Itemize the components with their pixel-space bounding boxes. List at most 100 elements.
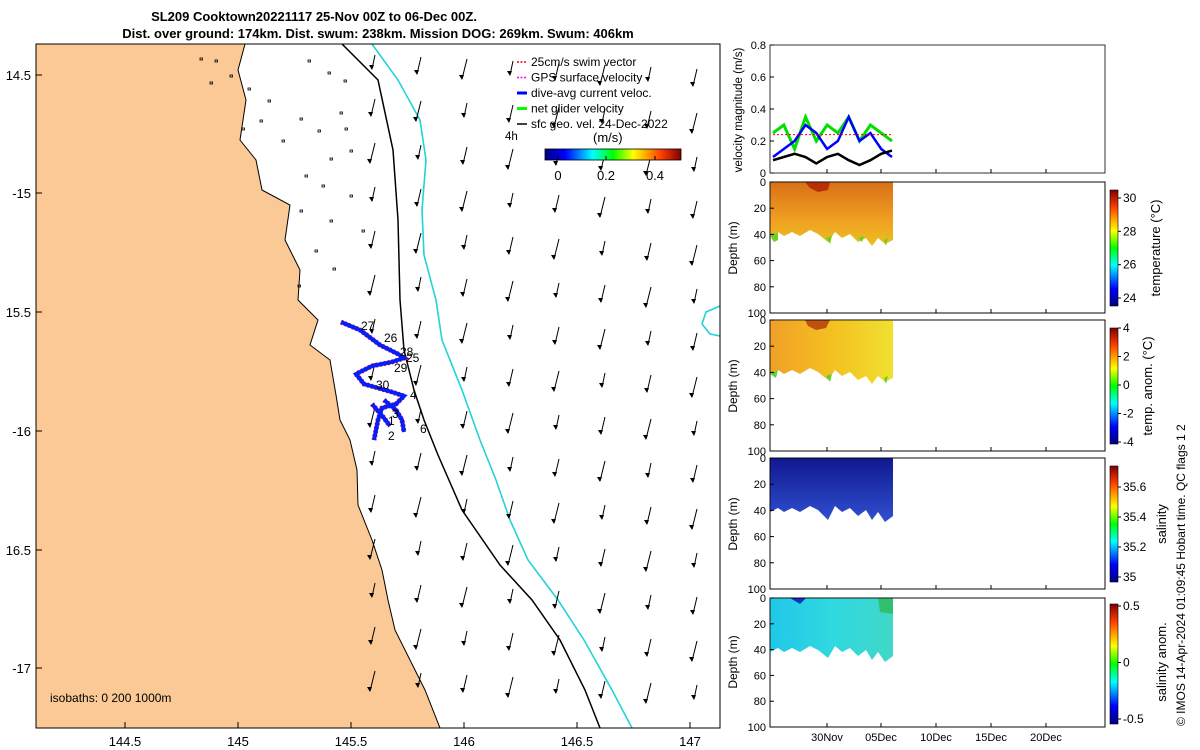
reef-island <box>332 267 336 271</box>
cbar-tick-label: -4 <box>1123 435 1134 449</box>
depth-tick-label: 0 <box>760 315 766 327</box>
cbar-tick-label: 0 <box>1123 378 1130 392</box>
depth-tick-label: 60 <box>754 532 766 544</box>
velocity-arrow-head <box>459 207 464 212</box>
time-xticks: 30Nov 05Dec 10Dec 15Dec 20Dec <box>811 169 1062 744</box>
credit-text: © IMOS 14-Apr-2024 01:09:45 Hobart time.… <box>1174 424 1188 726</box>
cbar-tick-label: 0.5 <box>1123 599 1140 613</box>
velocity-arrow-head <box>368 640 373 645</box>
velocity-arrow-head <box>691 167 696 172</box>
velocity-arrow-head <box>461 641 466 646</box>
velocity-arrow-head <box>553 557 558 562</box>
velocity-ytick-label: 0 <box>760 168 766 180</box>
depth-tick-label: 80 <box>754 696 766 708</box>
velocity-arrow-head <box>553 161 558 166</box>
velocity-arrow-head <box>689 129 694 134</box>
reef-island <box>317 129 321 133</box>
depth-tick-label: 20 <box>754 203 766 215</box>
depth-tick-label: 80 <box>754 558 766 570</box>
velocity-arrow-head <box>461 377 466 382</box>
legend-label: 25cm/s swim vector <box>531 55 636 69</box>
legend-label: GPS surface velocity <box>531 71 642 85</box>
depth-tick-label: 100 <box>748 308 766 320</box>
velocity-arrow-head <box>505 165 510 170</box>
velocity-arrow-head <box>506 118 511 123</box>
reef-island <box>321 184 325 188</box>
colorbar-unit: (m/s) <box>593 130 623 145</box>
latitude-ticks: 14.5 -15 15.5 -16 16.5 -17 <box>6 68 42 676</box>
reef-island <box>267 99 271 103</box>
legend-scale-label: 4h <box>505 131 518 143</box>
salinity-panel: 0 20 40 60 80 100 Depth (m) 35.6 35.4 35.2 35 sa… <box>726 453 1169 596</box>
depth-tick-label: 80 <box>754 420 766 432</box>
reef-island <box>299 117 303 121</box>
temperature-section <box>770 182 893 246</box>
velocity-arrow-head <box>507 599 512 604</box>
day-label: 27 <box>361 319 375 333</box>
velocity-ytick-label: 0.6 <box>751 72 766 84</box>
cbar-tick-label: 4 <box>1123 321 1130 335</box>
velocity-arrow-head <box>551 387 556 392</box>
velocity-arrow-head <box>369 197 374 202</box>
lon-tick-label: 144.5 <box>109 734 142 749</box>
reef-island <box>349 149 353 153</box>
velocity-panel: 0 0.2 0.4 0.6 0.8 velocity magnitude (m/s) <box>733 40 1106 180</box>
reef-island <box>229 74 233 78</box>
isobath-1000m <box>371 44 633 728</box>
temperature-ylabel: Depth (m) <box>726 221 740 274</box>
depth-tick-label: 100 <box>748 584 766 596</box>
depth-tick-label: 60 <box>754 394 766 406</box>
isobath-200m <box>341 44 601 728</box>
temp-anom-section <box>770 320 893 384</box>
velocity-arrow-head <box>552 472 557 477</box>
velocity-series <box>772 112 893 167</box>
x-tick-label: 15Dec <box>975 732 1007 744</box>
depth-tick-label: 60 <box>754 256 766 268</box>
velocity-arrow-head <box>506 250 511 255</box>
temperature-yticks: 0 20 40 60 80 100 <box>748 177 774 320</box>
velocity-arrow-head <box>368 244 373 249</box>
velocity-arrow-head <box>553 689 558 694</box>
day-label: 26 <box>384 331 398 345</box>
velocity-arrow-head <box>505 429 510 434</box>
colorbar-tick-label: 0 <box>554 168 561 183</box>
track-blue-current <box>340 320 409 441</box>
sal-anom-section <box>770 598 893 662</box>
day-label: 2 <box>388 429 395 443</box>
velocity-arrow-head <box>644 652 649 657</box>
isobath-1000m-offshore <box>701 305 720 337</box>
reef-island <box>259 119 263 123</box>
salinity-section <box>770 458 893 522</box>
lon-tick-label: 146 <box>453 734 475 749</box>
velocity-arrow-head <box>460 424 465 429</box>
velocity-arrow-head <box>553 425 558 430</box>
velocity-ytick-label: 0.4 <box>751 104 766 116</box>
velocity-arrow-head <box>505 297 510 302</box>
velocity-arrow-head <box>507 335 512 340</box>
velocity-arrow-head <box>598 430 603 435</box>
velocity-arrow-head <box>368 112 373 117</box>
velocity-arrow-head <box>413 645 418 650</box>
sal-anom-colorbar-ticks: 0.5 0 -0.5 <box>1118 599 1144 726</box>
cbar-tick-label: 0 <box>1123 656 1130 670</box>
velocity-arrow-head <box>414 466 419 471</box>
velocity-arrow-head <box>414 598 419 603</box>
velocity-arrow-head <box>459 603 464 608</box>
temp-anom-yticks: 0 20 40 60 80 100 <box>748 315 774 458</box>
lat-tick-label: -15 <box>12 186 31 201</box>
reef-island <box>299 209 303 213</box>
depth-tick-label: 0 <box>760 453 766 465</box>
cbar-tick-label: 35.4 <box>1123 510 1147 524</box>
velocity-arrow-head <box>415 551 420 556</box>
day-label: 30 <box>376 378 390 392</box>
velocity-arrow-head <box>415 287 420 292</box>
velocity-line <box>772 112 893 154</box>
speed-colorbar-ticks: 0 0.2 0.4 <box>554 156 664 183</box>
legend-label: dive-avg current veloc. <box>531 86 652 100</box>
velocity-arrow-head <box>552 76 557 81</box>
velocity-arrow-head <box>551 651 556 656</box>
velocity-arrow-head <box>414 334 419 339</box>
x-tick-label: 10Dec <box>920 732 952 744</box>
velocity-arrow-head <box>459 75 464 80</box>
sal-anom-green <box>878 598 893 614</box>
